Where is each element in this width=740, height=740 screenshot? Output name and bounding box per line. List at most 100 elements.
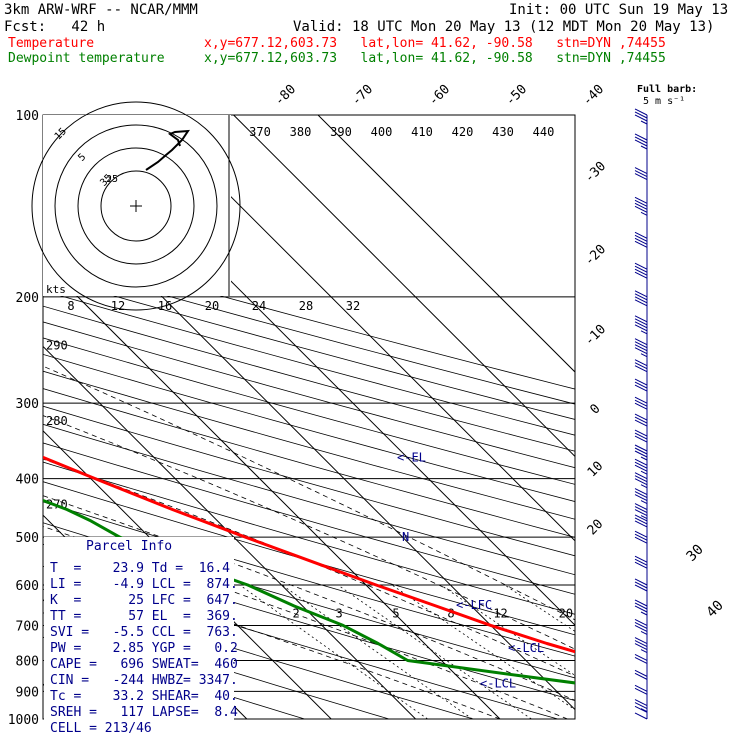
hodo-ring-label: 25	[106, 174, 118, 185]
dry-adiabat	[43, 461, 575, 615]
mixing-ratio-lower-label: 20	[559, 606, 573, 620]
mixing-ratio-line	[239, 584, 428, 719]
model-title: 3km ARW-WRF -- NCAR/MMM	[4, 2, 198, 18]
wind-barb-flag	[634, 605, 648, 613]
wind-barb-flag	[634, 362, 648, 370]
wind-barb-flag	[634, 450, 648, 458]
wind-barb-flag	[634, 435, 648, 443]
wind-barb-flag	[634, 475, 648, 483]
wind-barb-flag	[634, 167, 648, 174]
isotherm-label: -40	[580, 82, 607, 109]
dewpoint-point-info: x,y=677.12,603.73 lat,lon= 41.62, -90.58…	[204, 51, 666, 66]
moist-adiabat	[43, 526, 568, 719]
dewpoint-trace	[43, 498, 575, 685]
theta-label: 290	[46, 339, 68, 353]
isotherm-line	[43, 261, 501, 719]
wind-barb-half	[640, 120, 648, 125]
wind-barb-flag	[634, 602, 648, 610]
pressure-tick-label: 400	[16, 473, 39, 488]
wind-barb-flag	[634, 488, 648, 495]
wind-barb-flag	[634, 517, 648, 525]
mixing-ratio-lower-label: 3	[336, 606, 343, 620]
parcel-level-label: <-LCL	[508, 641, 544, 655]
parcel-marker: N	[402, 530, 409, 544]
plot-frame	[42, 114, 576, 720]
wind-barb-half	[640, 630, 648, 635]
wind-barb-flag	[634, 558, 648, 566]
dry-adiabat	[43, 423, 575, 576]
wind-barb-flag	[634, 315, 648, 323]
mixing-ratio-upper-label: 28	[299, 299, 313, 313]
mixing-ratio-lower-label: 8	[447, 606, 454, 620]
wind-barb-flag	[634, 365, 648, 373]
wind-barb-flag	[634, 290, 648, 298]
wind-barb-flag	[634, 555, 648, 563]
valid-time: Valid: 18 UTC Mon 20 May 13 (12 MDT Mon …	[293, 19, 715, 35]
theta-label: 390	[330, 125, 352, 139]
pressure-tick-label: 800	[16, 654, 39, 669]
dry-adiabat	[43, 442, 575, 595]
isotherm-line	[43, 345, 416, 719]
wind-barb-flag	[634, 684, 648, 692]
isotherm-label: -60	[426, 82, 453, 109]
theta-label: 410	[411, 125, 433, 139]
wind-barb-flag	[634, 344, 648, 352]
isotherm-label: -20	[582, 242, 609, 269]
dry-adiabat	[43, 612, 390, 719]
wind-barb-flag	[634, 687, 648, 695]
wind-barb-flag	[634, 458, 648, 466]
wind-barb-half	[640, 708, 648, 712]
parcel-row: SREH = 117 LAPSE= 8.4	[50, 705, 238, 720]
wind-barb-flag	[634, 381, 648, 389]
wind-barb-half	[640, 211, 648, 216]
wind-barb-flag	[634, 108, 648, 116]
moist-adiabat	[43, 495, 575, 701]
isotherm-label: 0	[587, 401, 603, 417]
isotherm-label: -70	[349, 82, 376, 109]
mixing-ratio-upper-label: 32	[346, 299, 360, 313]
wind-barb-flag	[634, 637, 648, 644]
isotherm-label: -80	[272, 82, 299, 109]
dry-adiabat	[43, 501, 575, 657]
wind-barb-flag	[634, 514, 648, 522]
wind-barb-flag	[634, 599, 648, 607]
wind-barb-flag	[634, 561, 648, 569]
isotherm-line	[148, 115, 575, 542]
wind-barb-flag	[634, 324, 648, 332]
theta-label: 370	[249, 125, 271, 139]
wind-barb-half	[640, 456, 648, 461]
wind-barb-flag	[634, 536, 648, 544]
parcel-row: Tc = 33.2 SHEAR= 40.	[50, 689, 238, 704]
wind-barb-flag	[634, 447, 648, 455]
barb-legend-unit: 5 m s⁻¹	[643, 96, 685, 107]
temperature-point-info: x,y=677.12,603.73 lat,lon= 41.62, -90.58…	[204, 36, 666, 51]
isotherm-label: -50	[503, 82, 530, 109]
wind-barb-flag	[634, 293, 648, 301]
parcel-level-label: <-LFC	[456, 598, 492, 612]
dewpoint-label: Dewpoint temperature	[8, 51, 165, 66]
isotherm-label: 30	[684, 542, 707, 565]
parcel-row: LI = -4.9 LCL = 874.	[50, 577, 238, 592]
wind-barb-flag	[634, 478, 648, 486]
theta-label: 420	[452, 125, 474, 139]
temperature-label: Temperature	[8, 36, 95, 51]
wind-barb-flag	[634, 299, 648, 307]
wind-barb-flag	[634, 643, 648, 650]
dry-adiabat	[43, 246, 575, 390]
wind-barb-half	[640, 353, 648, 358]
pressure-tick-label: 200	[16, 291, 39, 306]
mixing-ratio-upper-label: 8	[67, 299, 74, 313]
mixing-ratio-lower-label: 12	[493, 606, 507, 620]
pressure-tick-label: 900	[16, 685, 39, 700]
wind-barb-flag	[634, 114, 648, 122]
pressure-tick-label: 700	[16, 619, 39, 634]
parcel-row: TT = 57 EL = 369.	[50, 609, 238, 624]
barb-legend-title: Full barb:	[637, 84, 697, 95]
wind-barb-flag	[634, 196, 648, 204]
mixing-ratio-upper-label: 20	[205, 299, 219, 313]
wind-barb-flag	[634, 419, 648, 427]
mixing-ratio-lower-label: 2	[293, 606, 300, 620]
pressure-tick-label: 100	[16, 109, 39, 124]
